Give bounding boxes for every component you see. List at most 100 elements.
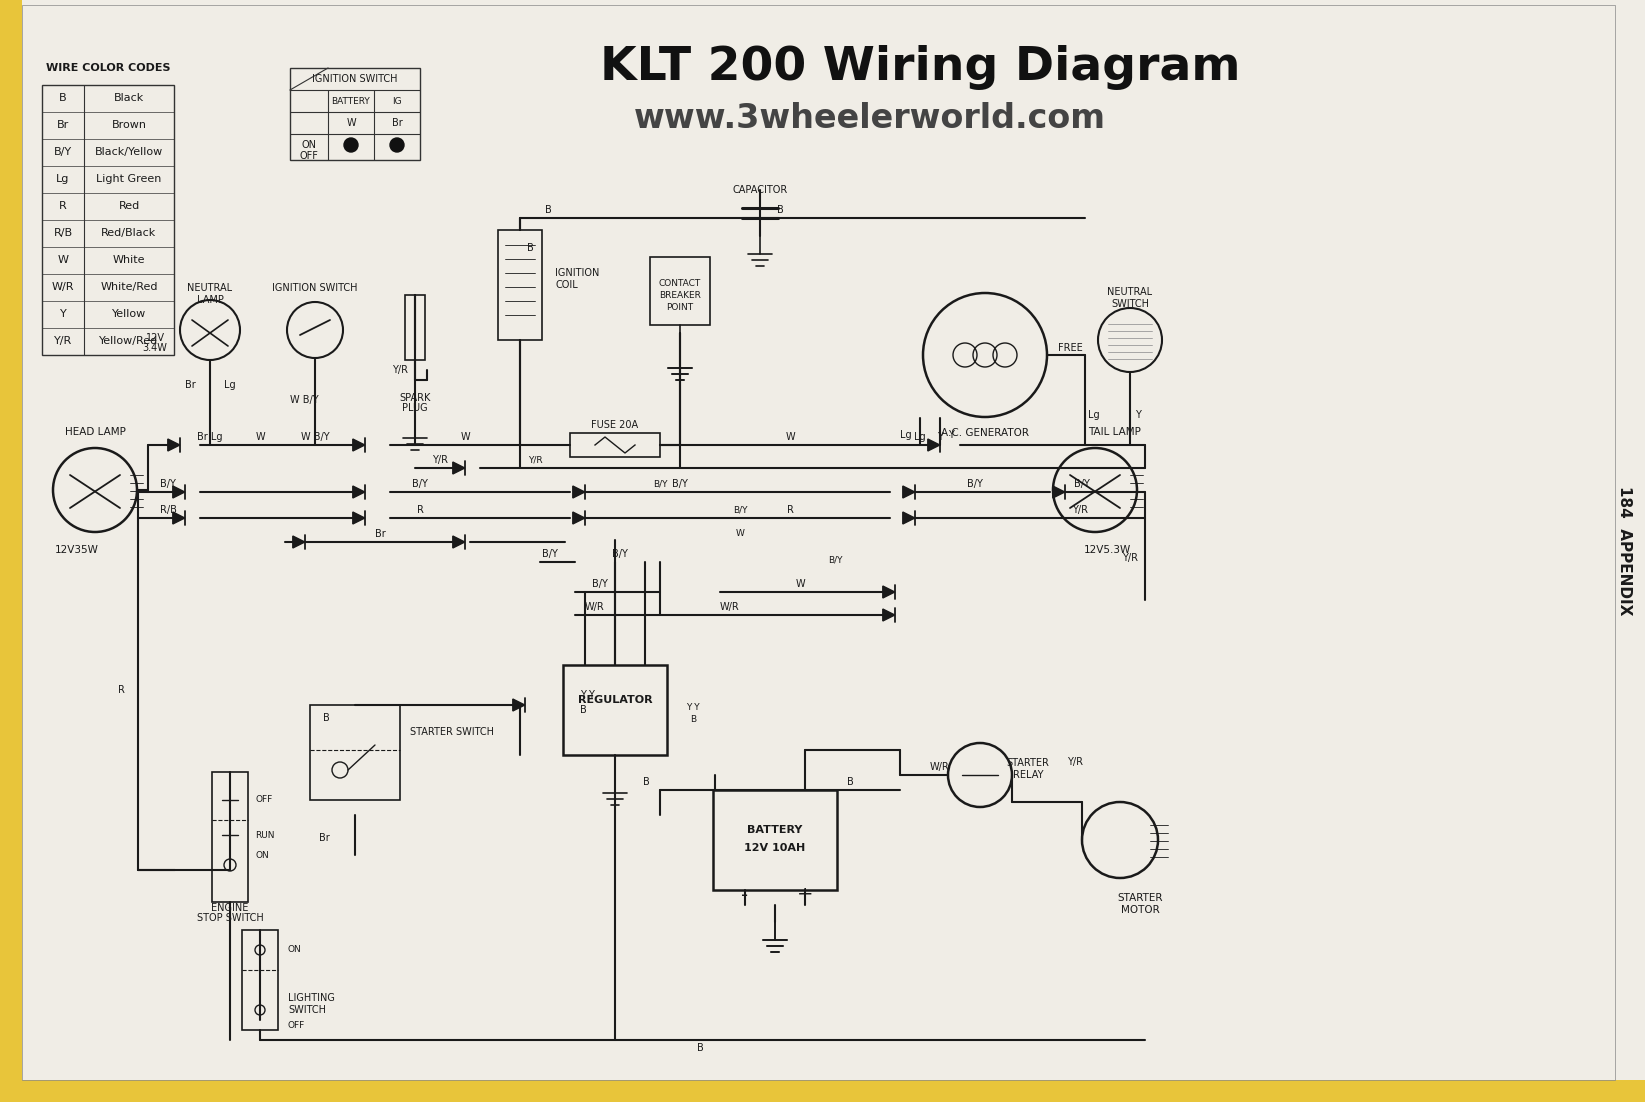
Text: 3.4W: 3.4W	[143, 343, 168, 353]
Text: Y Y: Y Y	[581, 690, 595, 700]
Text: B: B	[696, 1042, 704, 1054]
Polygon shape	[352, 439, 365, 451]
Text: B/Y: B/Y	[592, 579, 609, 588]
Bar	[43, 85, 174, 355]
Text: CONTACT: CONTACT	[660, 279, 701, 288]
Text: B/Y: B/Y	[411, 479, 428, 489]
Text: B/Y: B/Y	[160, 479, 176, 489]
Polygon shape	[293, 536, 304, 548]
Text: Y/R: Y/R	[1068, 757, 1082, 767]
Text: Lg: Lg	[915, 432, 926, 442]
Bar	[650, 257, 711, 325]
Text: R: R	[786, 505, 793, 515]
Text: R/B: R/B	[53, 228, 72, 238]
Text: Brown: Brown	[112, 120, 146, 130]
Text: B: B	[324, 713, 331, 723]
Text: B/Y: B/Y	[1074, 479, 1091, 489]
Text: Br: Br	[186, 380, 196, 390]
Text: B: B	[526, 244, 533, 253]
Bar	[498, 230, 541, 341]
Text: B/Y: B/Y	[827, 555, 842, 564]
Text: Y/R: Y/R	[392, 365, 408, 375]
Polygon shape	[173, 486, 184, 498]
Text: ON: ON	[255, 851, 268, 860]
Text: PLUG: PLUG	[401, 403, 428, 413]
Text: ON: ON	[301, 140, 316, 150]
Text: FUSE 20A: FUSE 20A	[592, 420, 638, 430]
Text: B/Y: B/Y	[967, 479, 984, 489]
Text: STARTER SWITCH: STARTER SWITCH	[410, 727, 494, 737]
Text: Br: Br	[392, 118, 403, 128]
Bar	[242, 930, 278, 1030]
Text: B/Y: B/Y	[543, 549, 558, 559]
Text: STARTER: STARTER	[1007, 758, 1050, 768]
Text: White: White	[114, 255, 145, 264]
Polygon shape	[883, 609, 895, 622]
Text: Yellow/Red: Yellow/Red	[99, 336, 158, 346]
Text: B/Y: B/Y	[732, 506, 747, 515]
Text: BATTERY: BATTERY	[332, 97, 370, 106]
Text: LAMP: LAMP	[196, 295, 224, 305]
Text: 12V 10AH: 12V 10AH	[745, 843, 806, 853]
Bar	[0, 1080, 1645, 1102]
Text: Y Y: Y Y	[686, 702, 699, 712]
Text: ENGINE: ENGINE	[211, 903, 248, 912]
Text: B: B	[544, 205, 551, 215]
Polygon shape	[352, 512, 365, 523]
Text: R: R	[118, 685, 125, 695]
Bar	[212, 773, 248, 903]
Text: White/Red: White/Red	[100, 282, 158, 292]
Text: FREE: FREE	[1058, 343, 1082, 353]
Bar	[571, 433, 660, 457]
Polygon shape	[903, 486, 915, 498]
Text: B/Y: B/Y	[612, 549, 628, 559]
Polygon shape	[168, 439, 179, 451]
Text: W/R: W/R	[929, 761, 949, 773]
Text: IGNITION: IGNITION	[554, 268, 599, 278]
Polygon shape	[513, 699, 525, 711]
Text: 184  APPENDIX: 184 APPENDIX	[1617, 486, 1632, 616]
Text: Br: Br	[58, 120, 69, 130]
Text: -: -	[742, 886, 748, 905]
Text: IGNITION SWITCH: IGNITION SWITCH	[273, 283, 357, 293]
Text: W/R: W/R	[586, 602, 605, 612]
Text: Br: Br	[375, 529, 385, 539]
Text: COIL: COIL	[554, 280, 577, 290]
Polygon shape	[1053, 486, 1064, 498]
Text: B: B	[643, 777, 650, 787]
Bar	[309, 705, 400, 800]
Polygon shape	[173, 512, 184, 523]
Text: W B/Y: W B/Y	[301, 432, 329, 442]
Text: Yellow: Yellow	[112, 309, 146, 318]
Text: Light Green: Light Green	[97, 174, 161, 184]
Polygon shape	[572, 512, 586, 523]
Text: B: B	[689, 715, 696, 724]
Text: Y/R: Y/R	[54, 336, 72, 346]
Text: OFF: OFF	[255, 796, 273, 804]
Text: Br: Br	[319, 833, 331, 843]
Text: STOP SWITCH: STOP SWITCH	[197, 912, 263, 923]
Polygon shape	[928, 439, 939, 451]
Text: KLT 200 Wiring Diagram: KLT 200 Wiring Diagram	[600, 45, 1240, 90]
Text: W: W	[255, 432, 265, 442]
Polygon shape	[883, 586, 895, 598]
Text: HEAD LAMP: HEAD LAMP	[64, 426, 125, 437]
Text: ON: ON	[288, 946, 301, 954]
Text: R: R	[416, 505, 423, 515]
Text: Y: Y	[938, 432, 943, 442]
Text: Red: Red	[118, 201, 140, 210]
Text: 12V: 12V	[145, 333, 164, 343]
Text: B/Y: B/Y	[54, 147, 72, 156]
Text: NEUTRAL: NEUTRAL	[1107, 287, 1153, 298]
Polygon shape	[572, 486, 586, 498]
Circle shape	[390, 138, 405, 152]
Text: IGNITION SWITCH: IGNITION SWITCH	[313, 74, 398, 84]
Text: Y/R: Y/R	[1122, 553, 1138, 563]
Text: Y/R: Y/R	[433, 455, 447, 465]
Text: www.3wheelerworld.com: www.3wheelerworld.com	[633, 101, 1105, 134]
Text: W: W	[345, 118, 355, 128]
Text: R/B: R/B	[160, 505, 176, 515]
Text: B: B	[581, 705, 587, 715]
Text: B/Y: B/Y	[673, 479, 688, 489]
Bar	[405, 295, 424, 360]
